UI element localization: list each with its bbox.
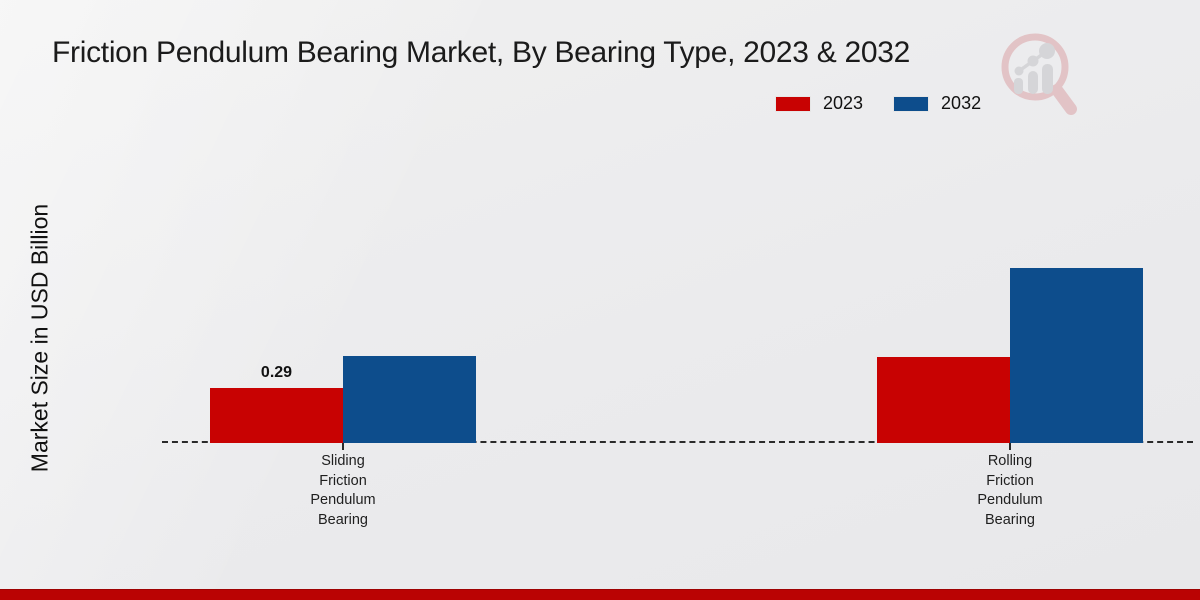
legend-swatch-icon xyxy=(775,95,811,112)
x-axis-tick xyxy=(342,443,344,450)
category-label-0: Sliding Friction Pendulum Bearing xyxy=(263,452,423,530)
category-label-line: Bearing xyxy=(985,511,1035,528)
bar-2023-category-1 xyxy=(877,357,1010,443)
bar-2023-category-0 xyxy=(210,388,343,443)
legend-label: 2032 xyxy=(941,93,982,113)
bar-value-label: 0.29 xyxy=(260,364,293,381)
legend-item-2032: 2032 xyxy=(893,93,981,114)
category-label-line: Pendulum xyxy=(977,492,1043,508)
category-label-line: Pendulum xyxy=(310,492,376,508)
legend: 2023 2032 xyxy=(775,93,981,114)
legend-item-2023: 2023 xyxy=(775,93,863,114)
chart-title: Friction Pendulum Bearing Market, By Bea… xyxy=(52,36,911,69)
footer-accent-bar xyxy=(0,589,1200,600)
x-axis-baseline xyxy=(162,441,1193,443)
legend-label: 2023 xyxy=(823,93,864,113)
bar-2032-category-0 xyxy=(343,356,476,443)
category-label-line: Friction xyxy=(319,472,367,489)
magnifier-bar-chart-logo-icon xyxy=(1001,33,1077,115)
category-label-1: Rolling Friction Pendulum Bearing xyxy=(930,452,1090,530)
x-axis-tick xyxy=(1009,443,1011,450)
category-label-line: Friction xyxy=(986,472,1034,489)
legend-swatch-icon xyxy=(893,95,930,112)
category-label-line: Sliding xyxy=(321,453,365,469)
category-label-line: Rolling xyxy=(987,453,1033,469)
bar-2032-category-1 xyxy=(1010,268,1143,443)
category-label-line: Bearing xyxy=(318,511,368,528)
